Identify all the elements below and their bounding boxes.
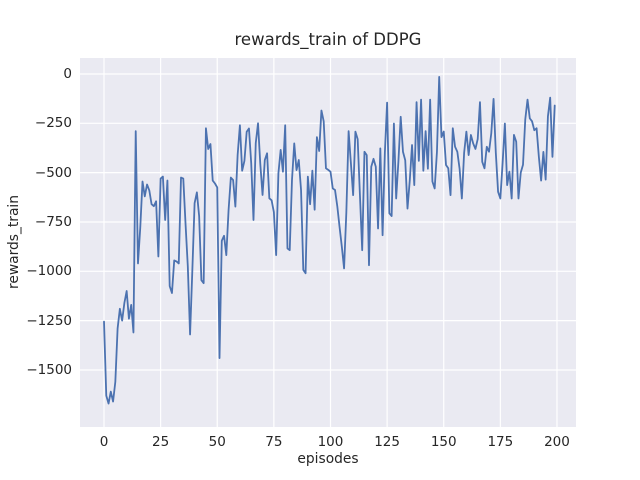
x-tick-label: 200 [544,434,570,450]
y-tick-label: −750 [34,213,72,230]
x-tick-label: 100 [317,434,344,450]
x-tick-label: 125 [374,434,400,450]
x-axis-label: episodes [297,451,359,467]
x-tick-label: 75 [265,434,283,450]
reward-line [103,76,556,405]
y-tick-label: −1250 [26,312,72,329]
y-tick-label: −1500 [26,361,72,378]
x-tick-label: 150 [430,434,457,450]
chart-title: rewards_train of DDPG [234,30,422,49]
y-tick-label: 0 [63,65,72,82]
y-tick-label: −500 [34,164,72,181]
y-tick-label: −1000 [26,263,72,280]
axes-background [80,58,576,427]
x-tick-label: 175 [487,434,514,450]
x-tick-label: 50 [208,434,226,450]
x-tick-label: 25 [152,434,170,450]
y-tick-label: −250 [34,115,72,132]
x-tick-label: 0 [99,434,109,450]
